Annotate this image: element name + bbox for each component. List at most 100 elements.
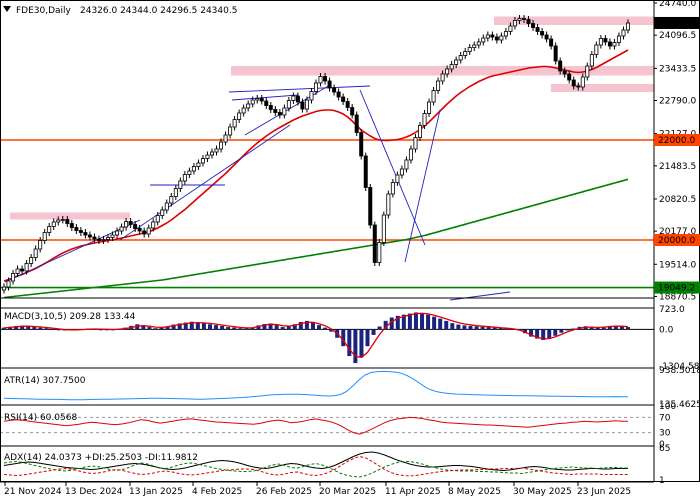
candle bbox=[286, 97, 291, 112]
macd-bar bbox=[353, 329, 358, 364]
macd-bar bbox=[571, 328, 576, 330]
candle bbox=[124, 218, 129, 231]
candle-body bbox=[133, 224, 138, 229]
candle bbox=[449, 61, 454, 73]
candle bbox=[327, 77, 332, 92]
candle-body bbox=[503, 31, 508, 37]
atr-line bbox=[3, 370, 628, 401]
macd-bar bbox=[541, 329, 546, 341]
macd-bar bbox=[298, 322, 303, 330]
candle bbox=[553, 42, 558, 65]
candle-body bbox=[540, 31, 545, 36]
macd-bar bbox=[262, 323, 267, 330]
candle bbox=[531, 20, 536, 31]
candle bbox=[490, 31, 495, 41]
macd-bar bbox=[341, 329, 346, 347]
candle-body bbox=[250, 99, 255, 105]
macd-bar bbox=[250, 327, 255, 330]
candle bbox=[78, 227, 83, 236]
candle-body bbox=[386, 193, 391, 216]
candle-body bbox=[241, 107, 246, 114]
macd-bar bbox=[498, 328, 503, 330]
candle-body bbox=[494, 36, 499, 41]
candle-body bbox=[598, 38, 603, 46]
macd-histogram bbox=[0, 312, 654, 364]
macd-bar bbox=[147, 327, 152, 330]
candle bbox=[508, 22, 513, 35]
candle-body bbox=[458, 55, 463, 61]
candle-body bbox=[612, 42, 617, 47]
macd-tick-label: 0.0 bbox=[659, 325, 674, 335]
candle-body bbox=[341, 96, 346, 102]
rsi-tick-label: 70 bbox=[659, 413, 671, 423]
candle-body bbox=[372, 224, 377, 263]
candle-body bbox=[291, 95, 296, 101]
candle bbox=[273, 106, 278, 116]
candle bbox=[567, 70, 572, 84]
candle bbox=[60, 216, 65, 224]
macd-bar bbox=[20, 325, 25, 330]
candle bbox=[417, 122, 422, 141]
level-price-label: 22000.0 bbox=[658, 136, 695, 146]
candle-body bbox=[512, 20, 517, 27]
candle bbox=[209, 148, 214, 159]
macd-pane[interactable]: MACD(3,10,5) 209.28 133.44 bbox=[0, 312, 654, 364]
time-tick-label: 11 Apr 2025 bbox=[385, 487, 441, 497]
price-pane[interactable]: FDE30,Daily 24326.0 24344.0 24296.5 2434… bbox=[0, 6, 654, 301]
candle-body bbox=[56, 219, 61, 223]
time-axis: 21 Nov 2024 13 Dec 2024 13 Jan 2025 4 Feb 2… bbox=[4, 482, 631, 497]
adx-lines bbox=[3, 451, 628, 478]
candle-body bbox=[481, 37, 486, 43]
candle-body bbox=[327, 80, 332, 89]
candle-body bbox=[268, 105, 273, 110]
atr-pane[interactable]: ATR(14) 307.7500 bbox=[3, 370, 628, 401]
price-tick-label: 21483.5 bbox=[659, 162, 696, 172]
candle bbox=[259, 95, 264, 105]
candle-body bbox=[436, 80, 441, 91]
macd-bar bbox=[292, 324, 297, 330]
trend-line bbox=[119, 124, 291, 241]
time-tick-label: 13 Dec 2024 bbox=[65, 487, 123, 497]
candle-body bbox=[585, 65, 590, 78]
candle-body bbox=[187, 170, 192, 175]
candle bbox=[106, 234, 111, 243]
adx-series-line bbox=[3, 451, 628, 472]
price-tick-label: 24096.5 bbox=[659, 31, 696, 41]
candle bbox=[381, 211, 386, 246]
pane-separators bbox=[0, 0, 700, 483]
candle-body bbox=[472, 44, 477, 48]
candle bbox=[535, 24, 540, 35]
level-price-box bbox=[654, 281, 700, 294]
candle-body bbox=[60, 219, 65, 221]
rsi-title: RSI(14) 60.0568 bbox=[4, 413, 77, 423]
adx-title: ADX(14) 24.0373 +DI:25.2503 -DI:11.9812 bbox=[4, 453, 198, 463]
candle-body bbox=[395, 174, 400, 183]
candle-body bbox=[408, 148, 413, 161]
adx-pane[interactable]: ADX(14) 24.0373 +DI:25.2503 -DI:11.9812 bbox=[3, 451, 628, 478]
candle bbox=[336, 88, 341, 101]
candle-body bbox=[20, 268, 25, 272]
chart-menu-arrow-icon[interactable] bbox=[3, 6, 11, 12]
price-tick-label: 18870.5 bbox=[659, 292, 696, 302]
candle-body bbox=[277, 112, 282, 116]
candle bbox=[96, 235, 101, 244]
atr-tick-label: 135.4625 bbox=[659, 400, 700, 410]
candle-body bbox=[223, 134, 228, 143]
macd-bar bbox=[432, 316, 437, 330]
candle-body bbox=[531, 23, 536, 28]
macd-bar bbox=[565, 329, 570, 331]
price-candles bbox=[2, 15, 631, 294]
candle bbox=[169, 193, 174, 207]
candle-body bbox=[96, 238, 101, 241]
candle-body bbox=[92, 236, 97, 240]
candle-body bbox=[87, 234, 92, 238]
candle bbox=[196, 159, 201, 170]
candle bbox=[246, 100, 251, 112]
macd-bar bbox=[286, 326, 291, 330]
candle-body bbox=[576, 85, 581, 88]
candle-body bbox=[51, 221, 56, 227]
candle bbox=[476, 38, 481, 49]
rsi-pane[interactable]: RSI(14) 60.0568 bbox=[0, 413, 654, 435]
candle-body bbox=[381, 214, 386, 243]
